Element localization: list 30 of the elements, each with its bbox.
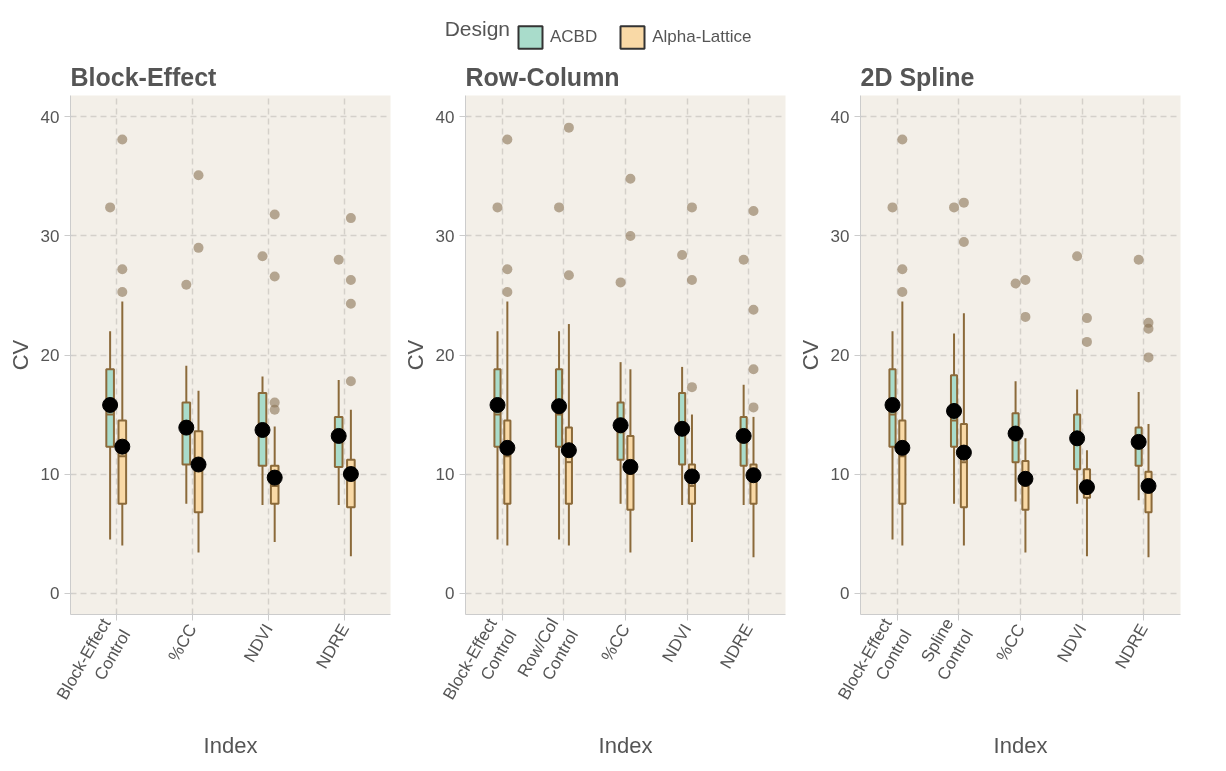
y-tick-label: 40 (830, 107, 850, 127)
y-tick-label: 20 (830, 346, 850, 365)
y-tick-label: 10 (435, 465, 455, 485)
chart-title: 2D Spline (860, 62, 975, 91)
y-tick-label: 30 (435, 226, 455, 246)
y-tick-label: 0 (445, 584, 455, 604)
x-axis-title: Index (598, 732, 653, 758)
y-tick-label: 30 (40, 226, 60, 246)
y-axis-title: CV (402, 339, 428, 371)
y-axis-title: CV (7, 339, 33, 371)
x-axis-title: Index (993, 732, 1048, 758)
legend-label: Alpha-Lattice (652, 27, 752, 47)
y-tick-label: 0 (50, 584, 60, 604)
y-tick-label: 40 (435, 107, 455, 127)
y-axis-title: CV (797, 339, 823, 371)
chart-title: Row-Column (465, 62, 620, 91)
x-axis-title: Index (203, 732, 258, 758)
y-tick-label: 40 (40, 107, 60, 127)
x-tick-label: %CC (992, 620, 1029, 665)
y-tick-label: 10 (830, 465, 850, 485)
y-tick-label: 20 (435, 346, 455, 365)
legend-label: ACBD (550, 27, 598, 47)
x-tick-label: %CC (164, 620, 201, 665)
y-tick-label: 20 (40, 346, 60, 365)
y-tick-label: 0 (840, 584, 850, 604)
legend-title: Design (444, 16, 511, 40)
chart-title: Block-Effect (70, 62, 218, 91)
x-tick-label: %CC (597, 620, 634, 665)
y-tick-label: 10 (40, 465, 60, 485)
y-tick-label: 30 (830, 226, 850, 246)
